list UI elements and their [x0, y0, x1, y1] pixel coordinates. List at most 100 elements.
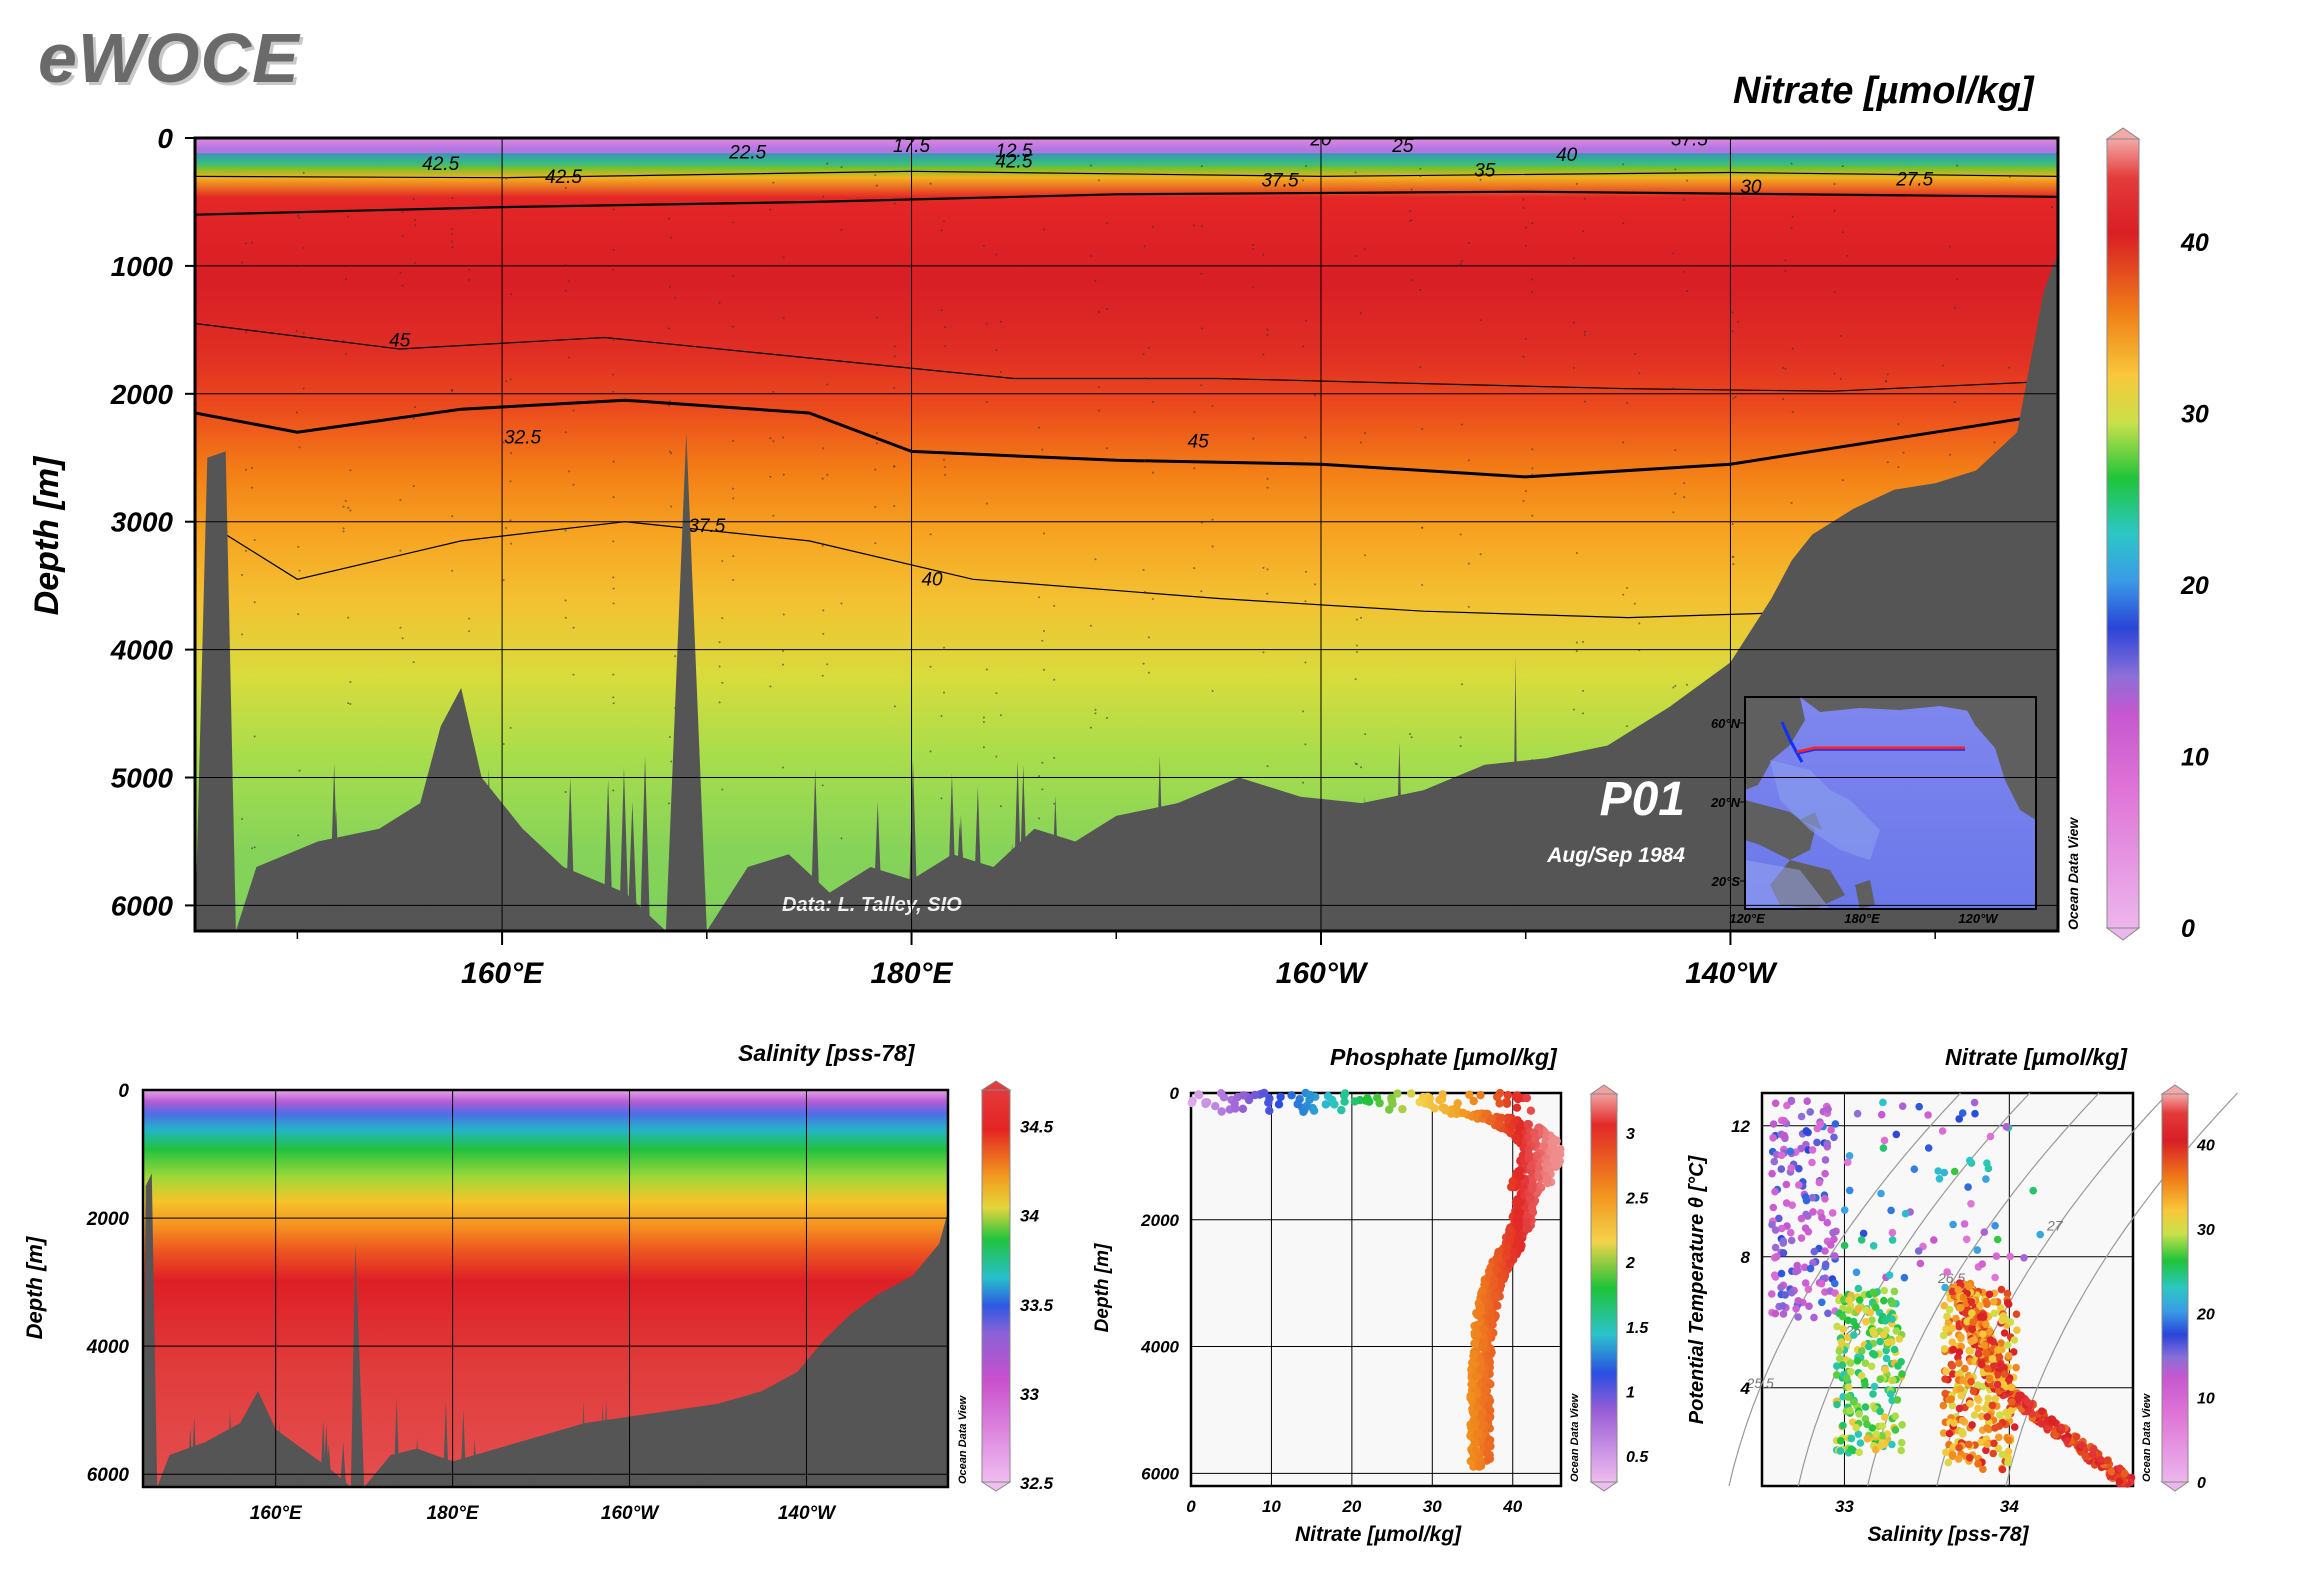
ts-point: [1910, 1165, 1919, 1173]
sample-dot: [612, 696, 615, 699]
ts-point: [1970, 1411, 1979, 1419]
sample-dot: [1791, 347, 1794, 350]
ts-point: [1965, 1282, 1973, 1291]
sample-dot: [1410, 219, 1413, 222]
sample-dot: [1784, 367, 1787, 370]
sample-dot: [1731, 311, 1734, 314]
sample-dot: [1355, 618, 1358, 621]
sample-dot: [244, 242, 247, 245]
ts-point: [1990, 1309, 1999, 1318]
ts-point: [1983, 1300, 1991, 1308]
ts-point: [1888, 1440, 1896, 1449]
colorbar-tick: 1.5: [1626, 1320, 1649, 1337]
sample-dot: [2063, 450, 2065, 452]
sample-dot: [1252, 437, 1255, 440]
sample-dot: [1360, 312, 1363, 315]
ts-point: [1980, 1228, 1989, 1236]
ts-point: [1775, 1214, 1783, 1223]
ts-point: [1786, 1228, 1795, 1237]
ts-point: [1787, 1236, 1796, 1245]
profile-point: [1473, 1320, 1482, 1330]
ts-point: [2088, 1450, 2097, 1458]
ts-point: [1881, 1317, 1890, 1325]
ts-point: [1787, 1096, 1796, 1105]
sample-dot: [1524, 244, 1527, 247]
sample-dot: [302, 387, 305, 390]
profile-point: [1503, 1248, 1513, 1257]
ts-point: [1998, 1450, 2007, 1459]
ts-point: [1984, 1164, 1993, 1173]
ts-point: [1880, 1286, 1888, 1295]
sample-dot: [1575, 551, 1578, 554]
ts-point: [1978, 1260, 1987, 1268]
sample-dot: [1582, 640, 1585, 643]
sample-dot: [298, 569, 301, 572]
ts-point: [1843, 1374, 1851, 1382]
sample-dot: [1953, 401, 1956, 404]
profile-point: [1495, 1088, 1505, 1098]
sample-dot: [1041, 788, 1044, 791]
seamount: [1448, 808, 1459, 931]
sample-dot: [1038, 817, 1041, 820]
sample-dot: [1459, 533, 1462, 536]
sample-dot: [564, 791, 567, 794]
ts-point: [1837, 1338, 1846, 1346]
sample-dot: [1304, 661, 1307, 664]
sample-dot: [826, 383, 829, 386]
seamount: [627, 801, 638, 931]
ts-point: [1891, 1412, 1899, 1420]
sample-dot: [943, 220, 946, 223]
main-y-tick: 4000: [110, 635, 174, 666]
sample-dot: [347, 506, 350, 509]
profile-point: [1260, 1088, 1269, 1098]
odv-watermark: Ocean Data View: [1569, 1392, 1581, 1482]
seamount: [187, 1426, 194, 1487]
seamount: [393, 1398, 400, 1487]
sample-dot: [241, 261, 244, 264]
ts-point: [1943, 1312, 1951, 1321]
profile-point: [1481, 1376, 1490, 1385]
ts-point: [2008, 1398, 2016, 1406]
ts-point: [1830, 1235, 1838, 1244]
ts-point: [1852, 1423, 1860, 1432]
sample-dot: [668, 736, 671, 739]
ts-point: [1961, 1309, 1970, 1317]
sample-dot: [893, 345, 896, 348]
profile-point: [1469, 1462, 1478, 1471]
sample-dot: [1041, 448, 1044, 451]
seamount: [1012, 760, 1023, 931]
sample-dot: [612, 702, 615, 705]
seamount: [1188, 847, 1199, 931]
ts-point: [1954, 1370, 1963, 1379]
sample-dot: [769, 685, 772, 688]
seamount: [1829, 547, 1836, 688]
profile-point: [1485, 1454, 1495, 1464]
sample-dot: [1791, 410, 1794, 413]
ts-point: [1872, 1430, 1880, 1438]
sample-dot: [944, 473, 947, 476]
sample-dot: [1674, 492, 1677, 495]
ts-point: [1800, 1263, 1809, 1272]
ts-point: [1771, 1099, 1780, 1108]
sample-dot: [1193, 411, 1196, 414]
sample-dot: [349, 469, 352, 472]
ts-point: [1989, 1298, 1998, 1306]
seamount: [245, 1444, 252, 1487]
salinity-chart-title: Salinity [pss-78]: [738, 1040, 915, 1066]
sample-dot: [1833, 209, 1836, 212]
ts-point: [1877, 1189, 1885, 1198]
ts-point: [1947, 1395, 1955, 1404]
sample-dot: [564, 431, 567, 434]
ts-point: [1846, 1359, 1855, 1367]
sample-dot: [1262, 651, 1265, 654]
ts-point: [1853, 1357, 1862, 1365]
profile-point: [1553, 1160, 1563, 1169]
sample-dot: [1622, 222, 1625, 225]
salinity-x-tick: 160°W: [601, 1503, 660, 1524]
ts-point: [1948, 1401, 1957, 1410]
ts-point: [2047, 1415, 2056, 1423]
ts-point: [1961, 1364, 1969, 1373]
ts-point: [1861, 1380, 1869, 1389]
seamount: [758, 1442, 765, 1487]
profile-point: [1505, 1235, 1514, 1245]
